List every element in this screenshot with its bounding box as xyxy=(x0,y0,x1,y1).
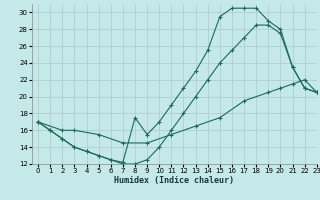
X-axis label: Humidex (Indice chaleur): Humidex (Indice chaleur) xyxy=(115,176,234,185)
